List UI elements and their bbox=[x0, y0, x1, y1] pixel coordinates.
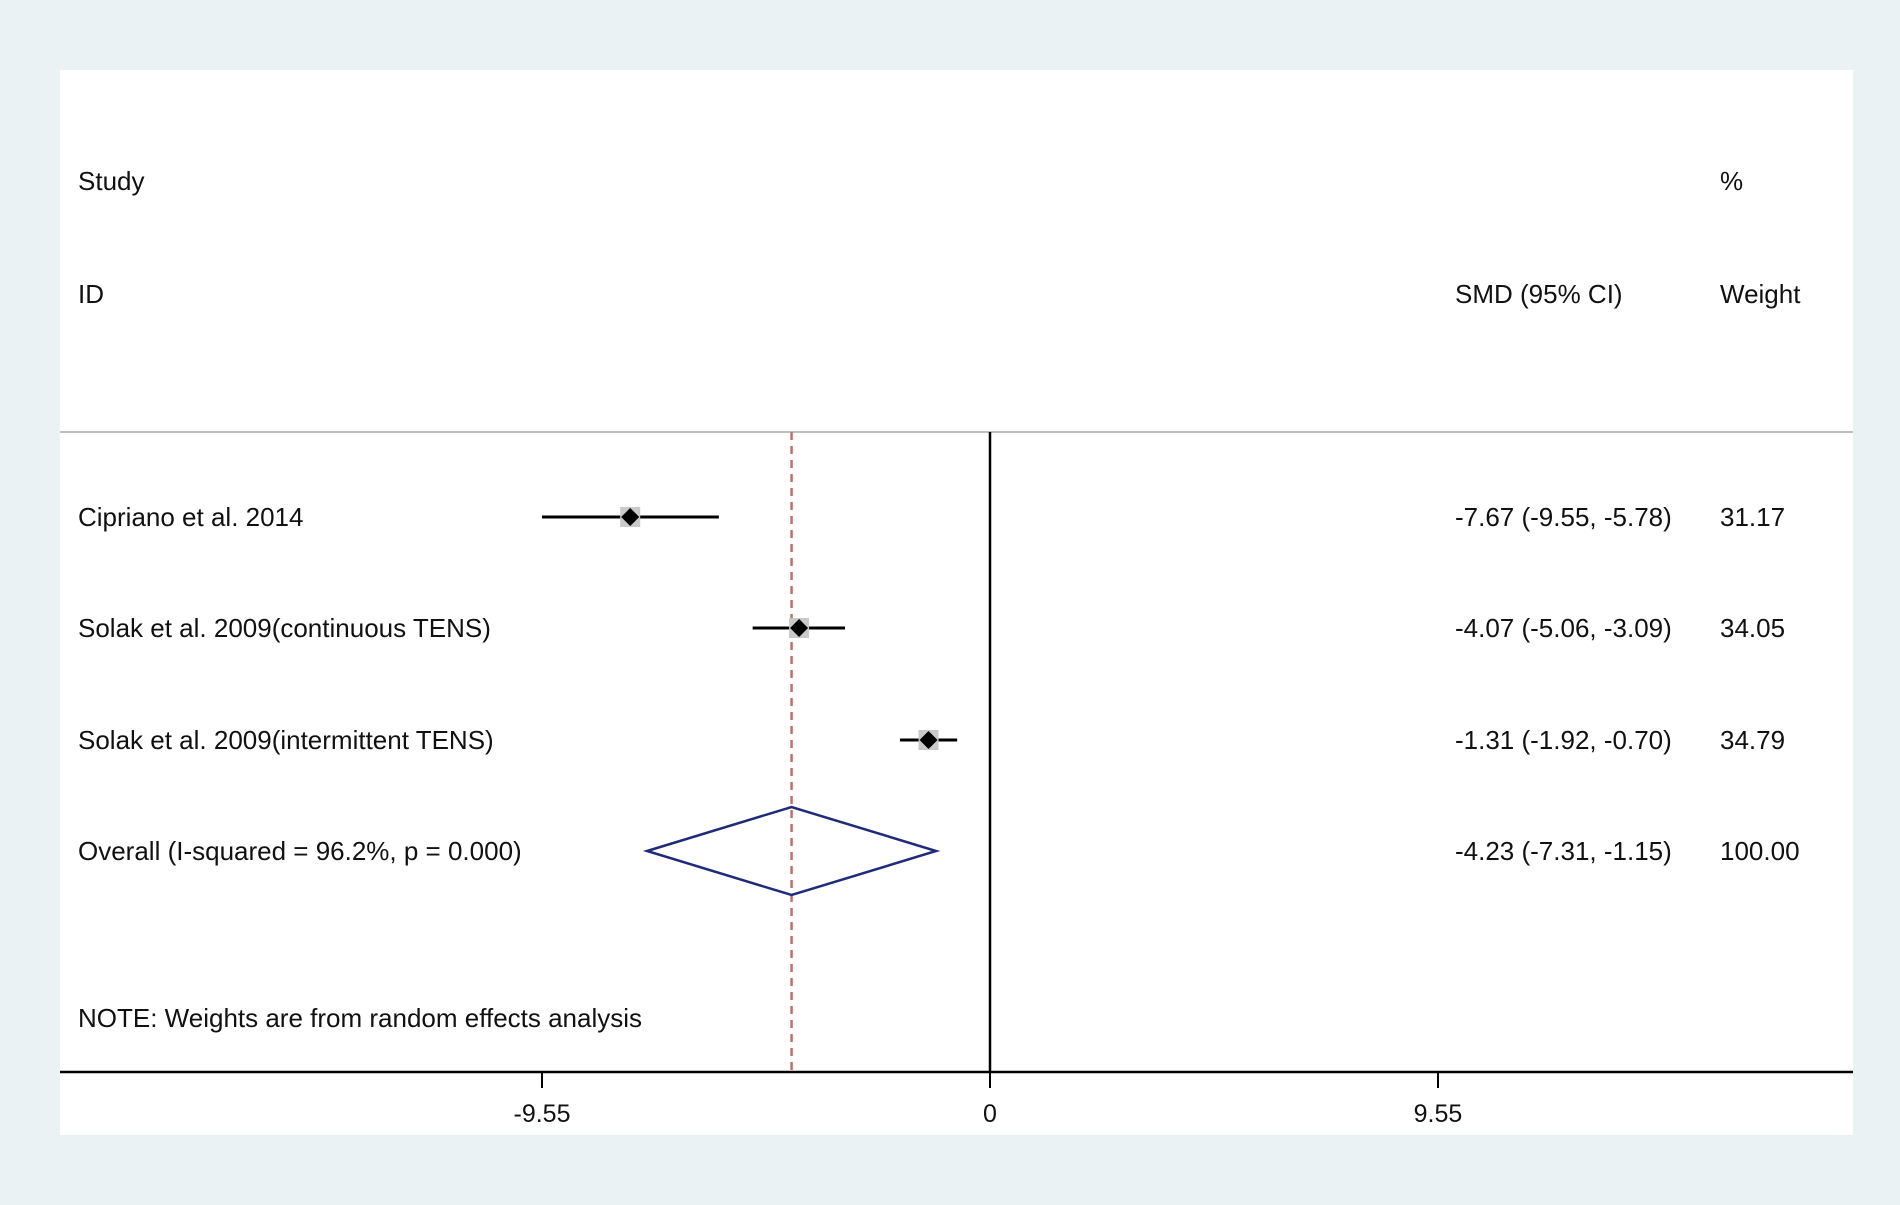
study-weight: 34.05 bbox=[1720, 613, 1785, 643]
study-point-estimate bbox=[790, 619, 809, 637]
header-percent: % bbox=[1720, 166, 1743, 196]
overall-ci-text: -4.23 (-7.31, -1.15) bbox=[1455, 836, 1672, 866]
header-smd: SMD (95% CI) bbox=[1455, 279, 1623, 309]
study-label: Solak et al. 2009(continuous TENS) bbox=[78, 613, 491, 643]
overall-label: Overall (I-squared = 96.2%, p = 0.000) bbox=[78, 836, 522, 866]
overall-weight: 100.00 bbox=[1720, 836, 1800, 866]
study-ci-text: -4.07 (-5.06, -3.09) bbox=[1455, 613, 1672, 643]
header-study: Study bbox=[78, 166, 145, 196]
header-weight: Weight bbox=[1720, 279, 1801, 309]
x-axis-tick-label: -9.55 bbox=[514, 1100, 571, 1128]
study-point-estimate bbox=[621, 508, 640, 526]
study-label: Solak et al. 2009(intermittent TENS) bbox=[78, 725, 494, 755]
footnote: NOTE: Weights are from random effects an… bbox=[78, 1003, 642, 1033]
header-id: ID bbox=[78, 279, 104, 309]
overall-diamond bbox=[642, 805, 941, 897]
study-ci-text: -7.67 (-9.55, -5.78) bbox=[1455, 502, 1672, 532]
plot-panel bbox=[60, 70, 1853, 1135]
x-axis-tick-label: 0 bbox=[983, 1100, 997, 1128]
study-weight: 34.79 bbox=[1720, 725, 1785, 755]
study-ci-text: -1.31 (-1.92, -0.70) bbox=[1455, 725, 1672, 755]
study-label: Cipriano et al. 2014 bbox=[78, 502, 303, 532]
study-weight: 31.17 bbox=[1720, 502, 1785, 532]
study-point-estimate bbox=[919, 731, 938, 749]
x-axis-tick-label: 9.55 bbox=[1414, 1100, 1463, 1128]
